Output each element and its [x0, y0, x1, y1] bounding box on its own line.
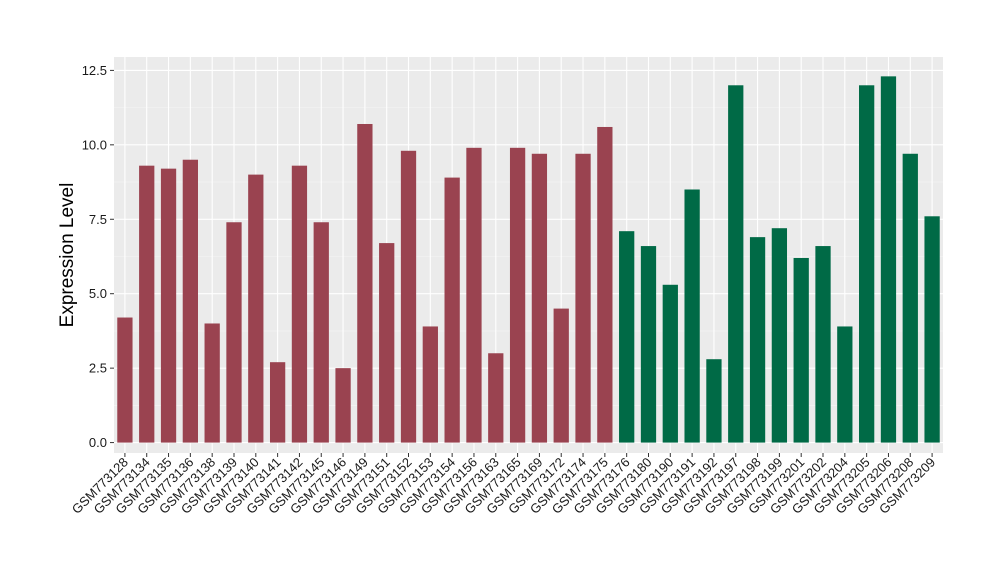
- bar-GSM773169: [531, 153, 548, 443]
- bar-GSM773152: [400, 150, 417, 443]
- bar-GSM773138: [204, 323, 220, 443]
- bar-GSM773208: [902, 153, 918, 443]
- bar-GSM773145: [313, 222, 329, 443]
- bar-GSM773174: [575, 153, 591, 443]
- x-axis: GSM773128GSM773134GSM773135GSM773136GSM7…: [69, 453, 938, 517]
- bar-GSM773180: [640, 246, 657, 443]
- bar-GSM773190: [662, 284, 678, 443]
- y-tick-label: 10.0: [82, 137, 107, 152]
- bar-GSM773140: [248, 174, 264, 443]
- bar-GSM773202: [815, 246, 831, 443]
- y-tick-label: 2.5: [89, 361, 107, 376]
- bar-GSM773149: [357, 123, 373, 443]
- bar-GSM773206: [880, 76, 897, 443]
- y-axis: 0.0 2.5 5.0 7.5 10.0 12.5: [82, 63, 114, 450]
- y-axis-title: Expression Level: [57, 183, 78, 328]
- bar-GSM773176: [619, 231, 635, 443]
- bars: [117, 76, 940, 443]
- bar-GSM773201: [793, 257, 809, 443]
- bar-GSM773128: [117, 317, 133, 443]
- bar-GSM773163: [488, 353, 504, 443]
- bar-GSM773151: [379, 243, 395, 443]
- bar-GSM773172: [553, 308, 569, 443]
- bar-GSM773139: [226, 222, 242, 443]
- bar-GSM773134: [139, 165, 155, 443]
- bar-GSM773165: [509, 147, 526, 443]
- bar-GSM773153: [422, 326, 438, 443]
- bar-GSM773175: [597, 126, 613, 443]
- bar-GSM773135: [160, 168, 177, 443]
- bar-GSM773197: [728, 85, 744, 443]
- bar-GSM773136: [182, 159, 198, 443]
- y-tick-label: 7.5: [89, 212, 107, 227]
- bar-GSM773156: [466, 147, 482, 443]
- bar-GSM773204: [837, 326, 853, 443]
- bar-GSM773209: [924, 216, 940, 443]
- bar-GSM773199: [771, 228, 788, 443]
- bar-GSM773191: [684, 189, 700, 443]
- y-tick-label: 5.0: [89, 286, 107, 301]
- bar-GSM773192: [706, 359, 722, 443]
- bar-GSM773198: [749, 237, 766, 443]
- bar-GSM773141: [269, 362, 286, 443]
- y-tick-label: 12.5: [82, 63, 107, 78]
- bar-GSM773205: [859, 85, 875, 443]
- bar-GSM773142: [291, 165, 308, 443]
- bar-GSM773154: [444, 177, 460, 443]
- y-tick-label: 0.0: [89, 435, 107, 450]
- bar-GSM773146: [335, 368, 351, 443]
